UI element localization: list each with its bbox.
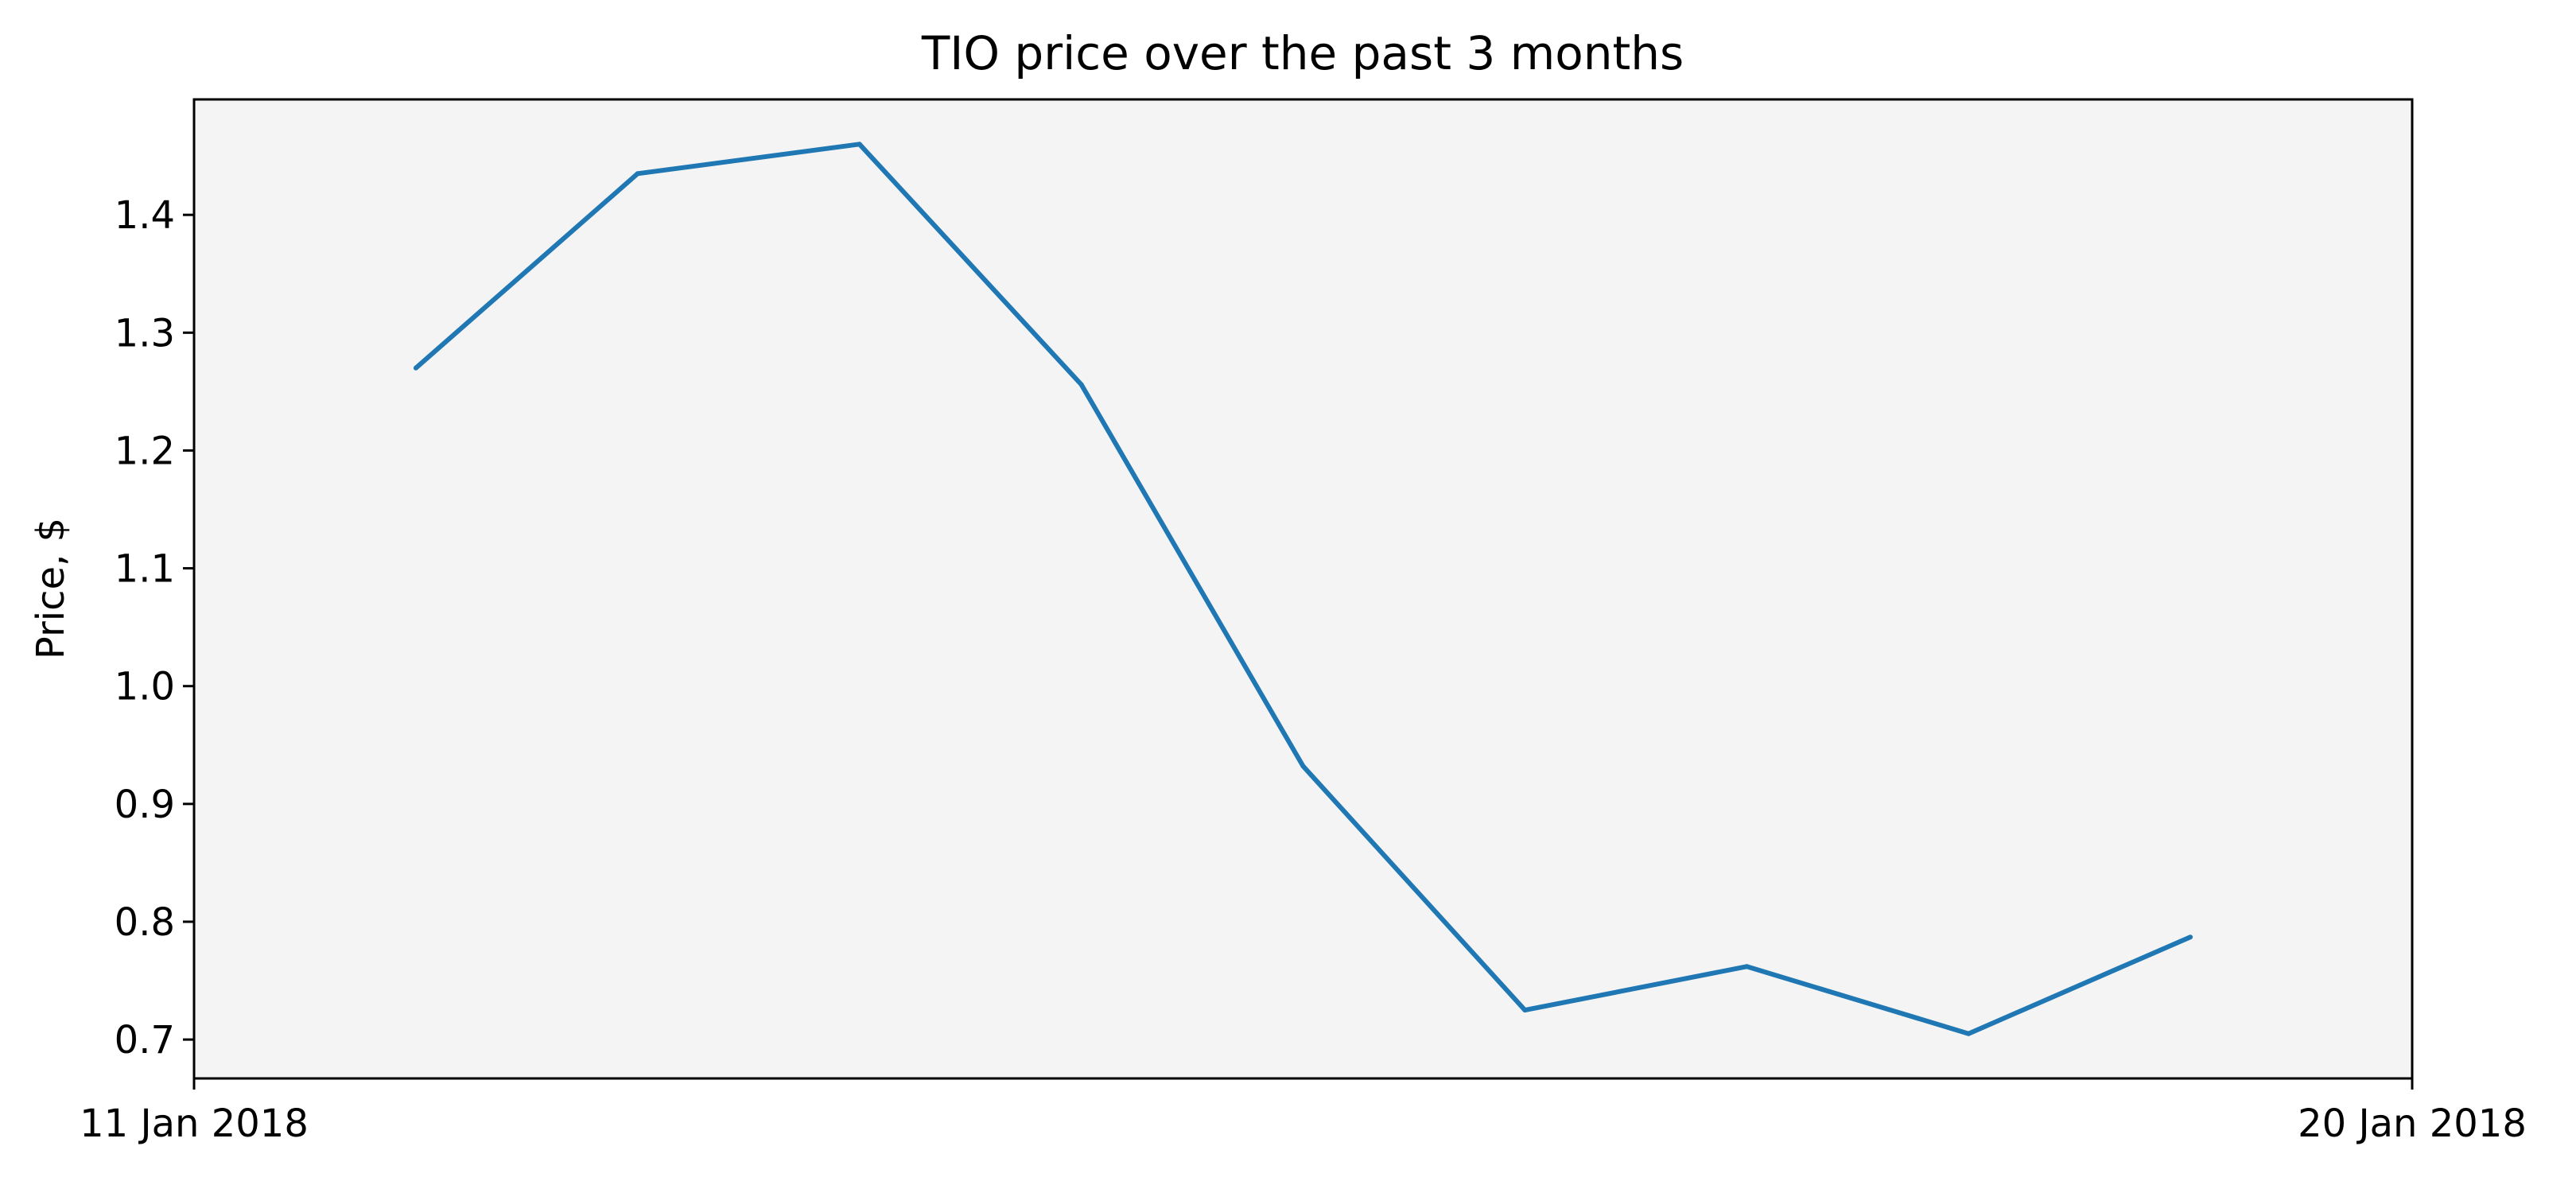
y-tick-label: 0.8	[115, 900, 175, 945]
data-point	[2188, 934, 2193, 940]
x-tick-label: 11 Jan 2018	[80, 1101, 309, 1146]
data-point	[1300, 763, 1306, 769]
y-axis: 0.7 0.8 0.9 1.0 1.1 1.2 1.3 1.4	[115, 193, 194, 1063]
y-tick-label: 1.1	[115, 547, 175, 592]
series-group	[413, 142, 2193, 1036]
data-point	[1744, 964, 1750, 969]
data-point	[635, 171, 640, 177]
plot-area	[194, 99, 2412, 1078]
x-tick-label: 20 Jan 2018	[2298, 1101, 2527, 1146]
y-tick-label: 0.7	[115, 1018, 175, 1063]
y-tick-label: 1.4	[115, 193, 175, 238]
data-point	[1966, 1031, 1972, 1036]
x-axis: 11 Jan 2018 20 Jan 2018	[80, 1078, 2527, 1146]
data-point	[413, 365, 418, 371]
y-tick-label: 1.2	[115, 429, 175, 473]
y-tick-label: 0.9	[115, 783, 175, 827]
y-tick-label: 1.3	[115, 311, 175, 356]
data-point	[1522, 1008, 1528, 1013]
chart-title: TIO price over the past 3 months	[921, 26, 1684, 80]
y-tick-label: 1.0	[115, 665, 175, 709]
plot-frame	[192, 98, 2414, 1080]
data-point	[857, 142, 862, 147]
y-axis-label: Price, $	[29, 518, 73, 659]
data-point	[1078, 382, 1084, 387]
